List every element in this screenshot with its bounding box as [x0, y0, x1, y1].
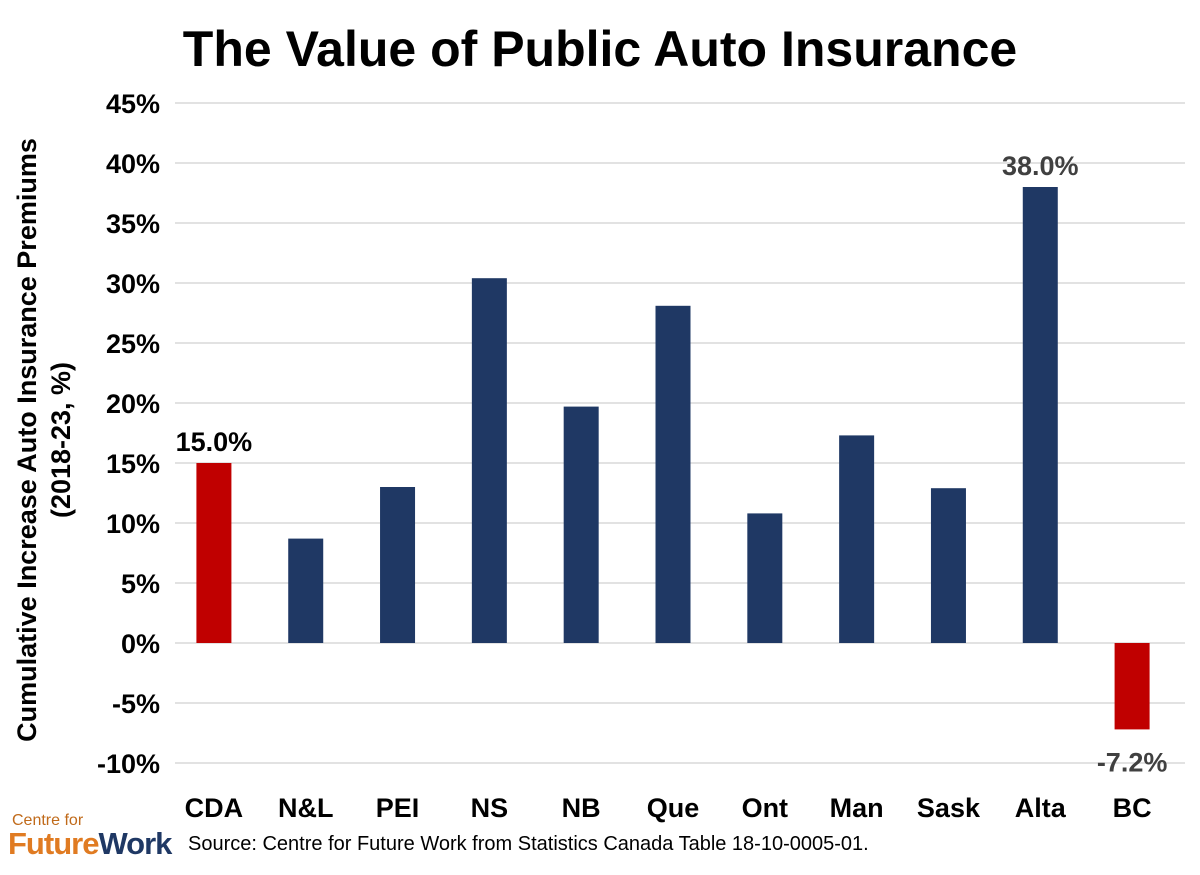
y-tick-label: 35%	[106, 209, 160, 239]
x-tick-label: Sask	[917, 793, 981, 823]
x-tick-label: NB	[562, 793, 601, 823]
y-tick-label: 5%	[121, 569, 160, 599]
x-tick-label: Alta	[1015, 793, 1067, 823]
logo-main-text: FutureWork	[8, 826, 172, 862]
y-axis-title-line2: (2018-23, %)	[46, 362, 76, 518]
logo-future-text: Future	[8, 826, 99, 861]
bar-cda	[196, 463, 232, 643]
bar-alta	[1022, 187, 1058, 643]
x-axis-ticks: CDA N&L PEI NS NB Que Ont Man Sask Alta BC	[185, 793, 1152, 823]
y-tick-label: 40%	[106, 149, 160, 179]
bar-sask	[930, 488, 966, 643]
y-tick-label: 45%	[106, 89, 160, 119]
x-tick-label: CDA	[185, 793, 244, 823]
y-tick-label: -5%	[112, 689, 160, 719]
x-tick-label: Man	[830, 793, 884, 823]
bar-bc	[1114, 643, 1150, 730]
x-tick-label: Ont	[742, 793, 789, 823]
logo-work-text: Work	[98, 826, 172, 861]
y-tick-label: 10%	[106, 509, 160, 539]
bar-nb	[563, 406, 599, 643]
y-tick-label: 20%	[106, 389, 160, 419]
data-labels: 15.0% 38.0% -7.2%	[176, 151, 1168, 777]
y-tick-label: 0%	[121, 629, 160, 659]
y-tick-label: 25%	[106, 329, 160, 359]
y-tick-label: 30%	[106, 269, 160, 299]
y-tick-label: 15%	[106, 449, 160, 479]
bar-pei	[380, 487, 416, 643]
bars	[196, 187, 1150, 730]
y-axis-title-line1: Cumulative Increase Auto Insurance Premi…	[12, 138, 42, 742]
y-axis-title: Cumulative Increase Auto Insurance Premi…	[12, 138, 76, 742]
bar-ont	[747, 513, 783, 643]
chart-title: The Value of Public Auto Insurance	[183, 21, 1017, 77]
data-label: -7.2%	[1097, 747, 1168, 777]
x-tick-label: N&L	[278, 793, 334, 823]
centre-for-future-work-logo: Centre for FutureWork	[8, 812, 178, 864]
bar-man	[839, 435, 875, 643]
x-tick-label: BC	[1113, 793, 1152, 823]
source-note: Source: Centre for Future Work from Stat…	[188, 833, 869, 855]
y-tick-label: -10%	[97, 749, 160, 779]
data-label: 15.0%	[176, 427, 253, 457]
x-tick-label: Que	[647, 793, 700, 823]
logo-top-text: Centre for	[12, 812, 84, 829]
data-label: 38.0%	[1002, 151, 1079, 181]
x-tick-label: PEI	[376, 793, 420, 823]
bar-que	[655, 305, 691, 643]
bar-n-l	[288, 538, 324, 643]
y-axis-ticks: 45% 40% 35% 30% 25% 20% 15% 10% 5% 0% -5% -10%	[97, 89, 160, 779]
bar-ns	[471, 278, 507, 643]
x-tick-label: NS	[471, 793, 509, 823]
